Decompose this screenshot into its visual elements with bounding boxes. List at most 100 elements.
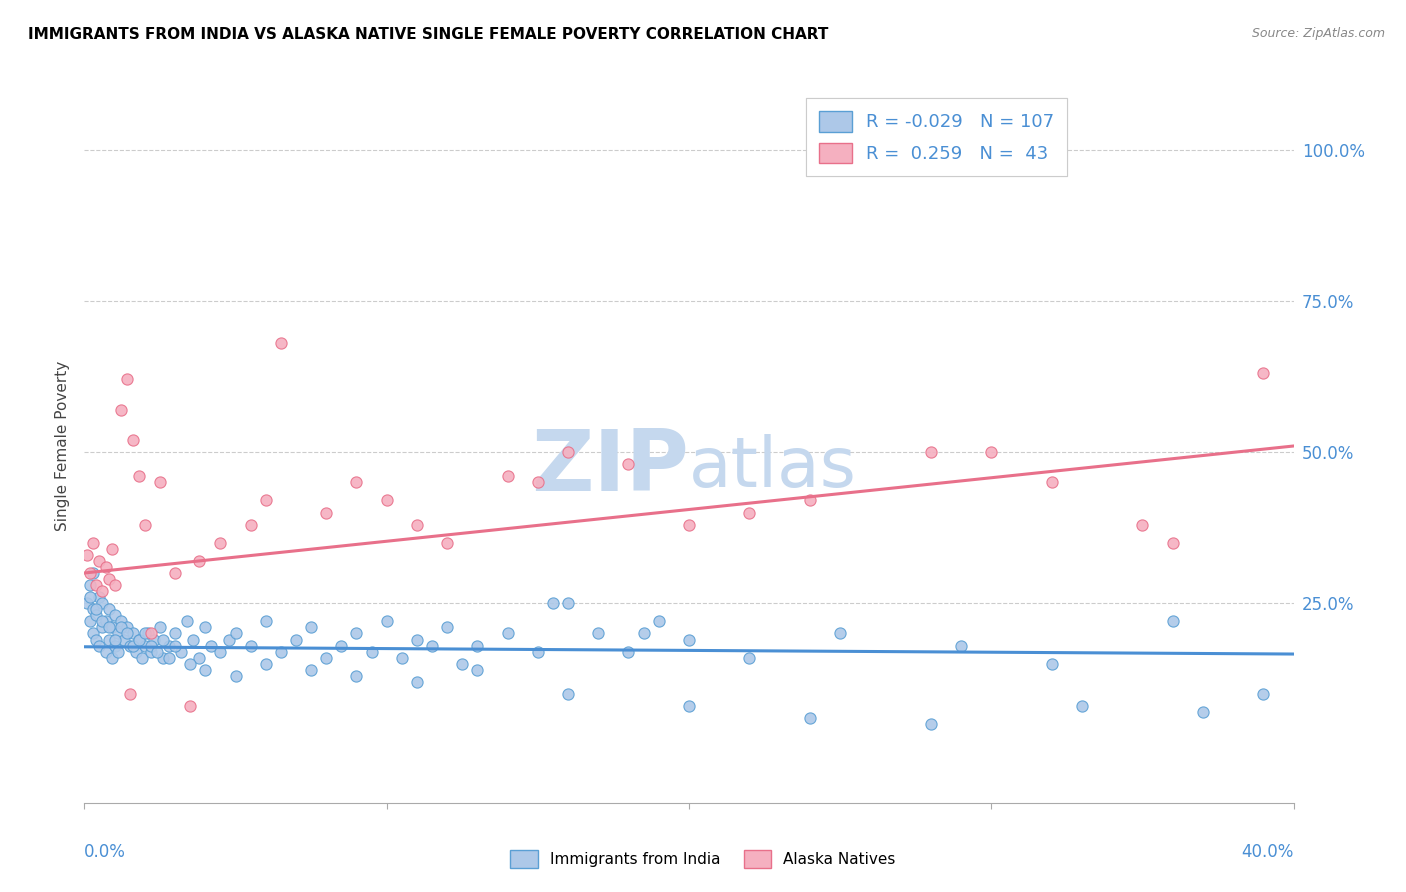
Point [181,632,204,647]
Point [678,632,700,647]
Point [678,517,700,532]
Point [118,639,141,653]
Point [107,626,129,640]
Point [541,596,564,610]
Point [146,645,169,659]
Point [209,645,232,659]
Text: Source: ZipAtlas.com: Source: ZipAtlas.com [1251,27,1385,40]
Point [139,645,162,659]
Point [1191,705,1213,719]
Point [76,596,98,610]
Point [188,650,211,665]
Point [346,475,368,490]
Point [980,445,1002,459]
Point [107,645,129,659]
Point [125,645,148,659]
Point [82,566,104,580]
Point [152,650,174,665]
Point [97,620,120,634]
Point [330,639,353,653]
Point [1161,535,1184,549]
Point [526,645,548,659]
Point [110,620,132,634]
Point [617,457,640,471]
Point [131,650,153,665]
Point [391,650,413,665]
Point [799,711,821,725]
Point [218,632,240,647]
Point [1161,615,1184,629]
Point [82,626,104,640]
Point [86,602,108,616]
Point [254,657,277,671]
Point [121,626,143,640]
Point [950,639,973,653]
Point [104,608,127,623]
Point [94,615,117,629]
Legend: R = -0.029   N = 107, R =  0.259   N =  43: R = -0.029 N = 107, R = 0.259 N = 43 [807,98,1067,176]
Point [346,626,368,640]
Point [79,566,101,580]
Point [1040,657,1063,671]
Point [1071,699,1094,714]
Point [115,626,138,640]
Point [100,620,122,634]
Point [136,626,159,640]
Point [738,650,761,665]
Point [194,663,217,677]
Point [920,717,942,731]
Point [91,584,114,599]
Point [799,493,821,508]
Point [406,674,429,689]
Point [1251,367,1274,381]
Point [139,639,162,653]
Point [633,626,655,640]
Point [115,372,138,386]
Point [149,475,172,490]
Point [104,639,127,653]
Point [420,639,443,653]
Point [100,650,122,665]
Point [451,657,474,671]
Point [118,687,141,701]
Point [526,475,548,490]
Point [239,517,262,532]
Text: atlas: atlas [689,434,856,501]
Point [82,535,104,549]
Point [115,620,138,634]
Point [142,632,165,647]
Point [163,566,186,580]
Point [100,541,122,556]
Point [94,645,117,659]
Point [225,669,247,683]
Point [1130,517,1153,532]
Point [375,615,398,629]
Point [436,535,458,549]
Point [738,506,761,520]
Point [496,469,519,483]
Point [104,578,127,592]
Point [134,517,156,532]
Point [557,596,579,610]
Point [134,639,156,653]
Point [157,650,180,665]
Point [225,626,247,640]
Point [200,639,222,653]
Point [406,517,429,532]
Point [79,615,101,629]
Point [134,626,156,640]
Point [496,626,519,640]
Point [406,632,429,647]
Point [1251,687,1274,701]
Point [104,632,127,647]
Point [617,645,640,659]
Point [188,554,211,568]
Point [194,620,217,634]
Point [254,493,277,508]
Text: IMMIGRANTS FROM INDIA VS ALASKA NATIVE SINGLE FEMALE POVERTY CORRELATION CHART: IMMIGRANTS FROM INDIA VS ALASKA NATIVE S… [28,27,828,42]
Point [467,639,489,653]
Point [284,632,308,647]
Text: 0.0%: 0.0% [84,843,127,861]
Legend: Immigrants from India, Alaska Natives: Immigrants from India, Alaska Natives [503,843,903,875]
Point [91,620,114,634]
